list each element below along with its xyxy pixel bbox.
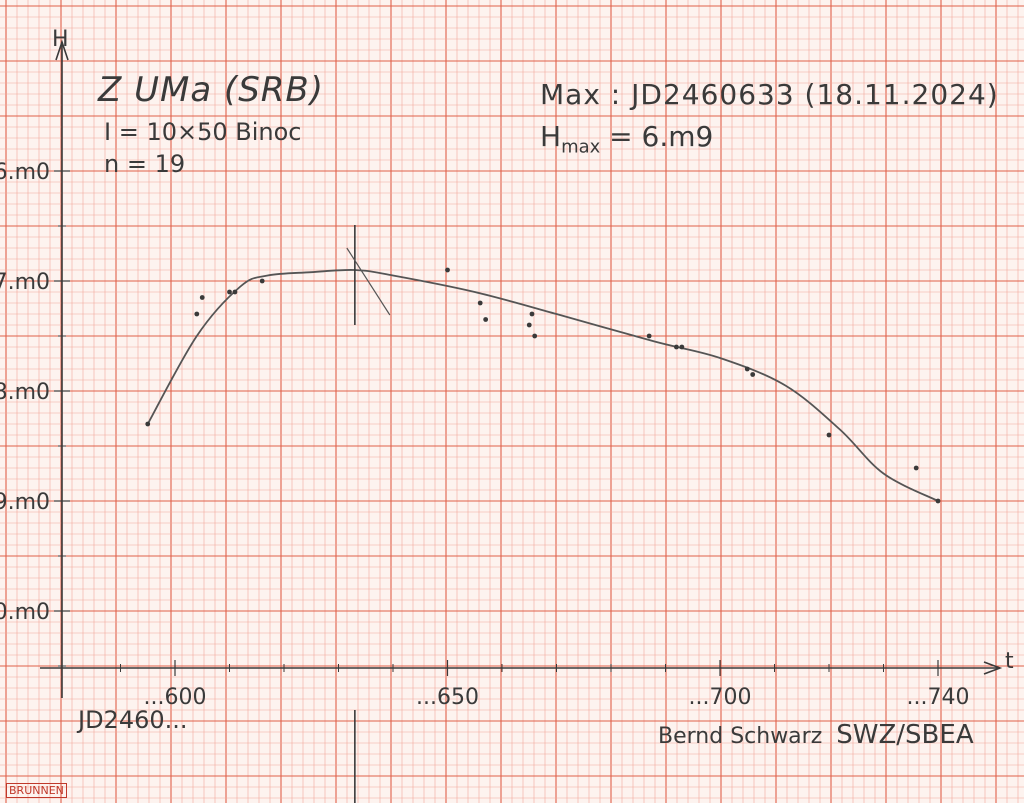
data-point: [232, 289, 238, 295]
data-point: [935, 498, 941, 504]
axes: Ht: [40, 27, 1014, 698]
data-point: [646, 333, 652, 339]
data-point: [679, 344, 685, 350]
maximum-marker: [346, 225, 391, 803]
y-tick-label: 6.m0: [0, 160, 50, 185]
author-name: Bernd Schwarz: [658, 724, 823, 749]
paper-brand-logo: BRUNNEN: [6, 783, 67, 798]
data-point: [194, 311, 200, 317]
data-point: [913, 465, 919, 471]
chart-title: Z UMa (SRB): [98, 70, 325, 110]
hmax-value: = 6.m9: [600, 120, 714, 153]
jd-prefix-label: JD2460...: [78, 706, 188, 734]
data-point: [199, 295, 205, 300]
data-point: [227, 289, 232, 295]
data-point: [674, 344, 679, 350]
data-point: [744, 366, 750, 372]
x-axis-label: t: [1005, 649, 1014, 674]
organization: SWZ/SBEA: [836, 720, 974, 750]
data-point: [526, 322, 532, 328]
y-tick-label: 7.m0: [0, 270, 50, 295]
fitted-curve: [146, 268, 939, 502]
data-point: [259, 278, 265, 284]
y-tick-label: 8.m0: [0, 380, 50, 405]
y-tick-label: 10.m0: [0, 600, 50, 625]
x-tick-label: ...740: [907, 685, 970, 710]
maximum-date-note: Max : JD2460633 (18.11.2024): [540, 78, 999, 111]
x-tick-label: ...700: [689, 685, 752, 710]
data-point: [750, 372, 756, 377]
observation-count: n = 19: [104, 150, 186, 178]
x-tick-label: ...650: [416, 685, 479, 710]
data-point: [826, 432, 832, 438]
data-point: [477, 300, 483, 306]
author-signature: Bernd Schwarz SWZ/SBEA: [658, 720, 974, 750]
axis-ticks: 6.m0 7.m0 8.m0 9.m0 10.m0 ...600 ...650 ...700.…: [0, 160, 969, 710]
y-axis-label: H: [52, 27, 69, 52]
data-point: [445, 267, 450, 273]
data-point: [483, 317, 489, 322]
data-points: [145, 267, 941, 504]
x-tick-label: ...600: [144, 685, 207, 710]
maximum-magnitude-note: Hmax = 6.m9: [540, 120, 713, 158]
x-axis-arrow: [983, 661, 1003, 675]
data-point: [529, 311, 535, 317]
light-curve-line: [146, 268, 939, 502]
hmax-subscript: max: [561, 136, 601, 158]
tangent-line: [346, 247, 391, 316]
data-point: [532, 333, 538, 339]
data-point: [145, 421, 151, 427]
instrument-note: I = 10×50 Binoc: [104, 118, 302, 146]
hmax-letter: H: [540, 120, 562, 153]
y-axis-arrow: [55, 39, 69, 61]
y-tick-label: 9.m0: [0, 490, 50, 515]
